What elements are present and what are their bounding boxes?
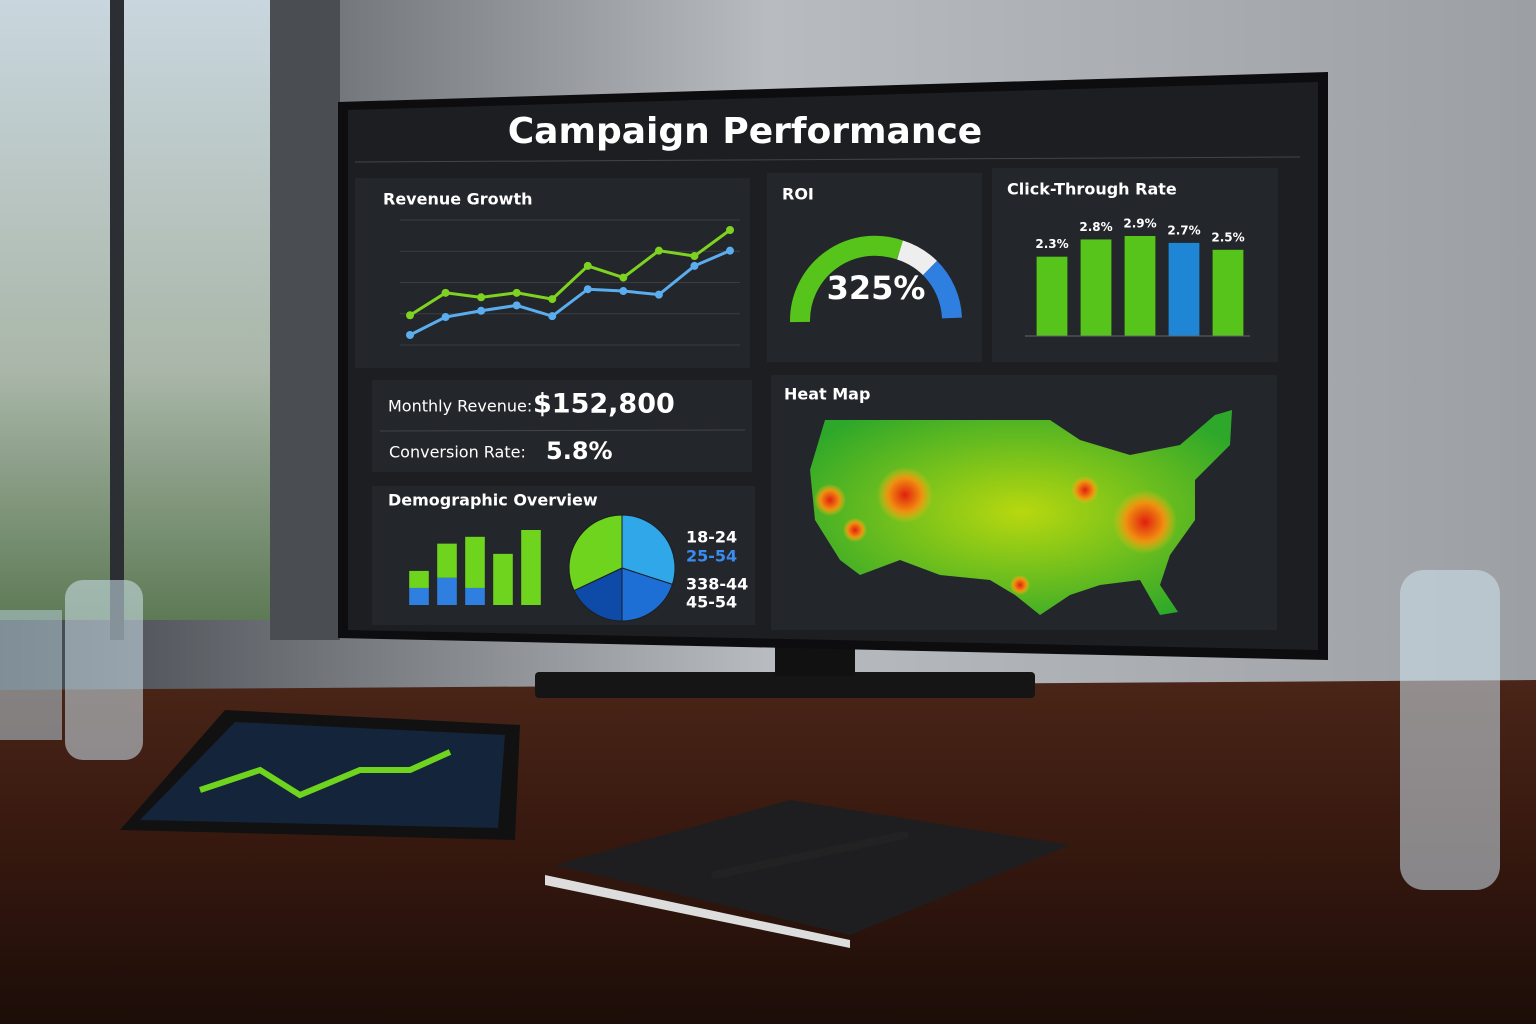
point	[512, 288, 521, 297]
legend-label: 18-24	[686, 528, 737, 547]
point	[690, 252, 699, 261]
gauge-arc	[789, 235, 904, 323]
metric-value: $152,800	[533, 389, 675, 420]
point	[619, 287, 628, 296]
line	[409, 249, 731, 337]
point	[548, 312, 557, 321]
point	[441, 288, 450, 297]
panel	[767, 173, 982, 362]
point	[477, 306, 486, 315]
roi-value: 325%	[827, 269, 926, 307]
value-label: 2.9%	[1123, 217, 1156, 231]
bar-segment	[409, 570, 429, 588]
dashboard-title: Campaign Performance	[508, 111, 982, 152]
bar-segment	[521, 530, 541, 605]
legend-label: 45-54	[686, 593, 737, 612]
panel-title: Revenue Growth	[383, 190, 533, 209]
panel-title: ROI	[782, 185, 814, 204]
window-frame	[270, 0, 340, 640]
bar	[1036, 256, 1068, 336]
point	[583, 261, 592, 270]
bar	[1212, 249, 1244, 336]
bar-segment	[437, 577, 457, 605]
point	[654, 246, 663, 255]
tv-stand	[535, 672, 1035, 698]
point	[583, 285, 592, 294]
water-bottle	[0, 570, 1500, 890]
tablet	[120, 710, 520, 840]
ctr-chart: 2.3% 2.8% 2.9% 2.7% 2.5%	[1025, 217, 1250, 337]
point	[512, 301, 521, 310]
metric-label: Monthly Revenue:	[388, 397, 532, 416]
bar-segment	[493, 553, 513, 605]
point	[726, 246, 734, 255]
value-label: 2.7%	[1167, 223, 1200, 237]
value-label: 2.8%	[1079, 220, 1112, 234]
point	[654, 290, 663, 299]
point	[619, 273, 628, 282]
point	[548, 295, 557, 304]
pie-slice	[568, 514, 623, 592]
bar	[1124, 236, 1156, 336]
us-map	[810, 410, 1232, 615]
value-label: 2.5%	[1211, 230, 1244, 244]
point	[477, 293, 486, 302]
metric-label: Conversion Rate:	[389, 443, 526, 462]
point	[406, 311, 414, 320]
legend-label: 25-54	[686, 547, 737, 566]
panel-title: Demographic Overview	[388, 491, 598, 510]
panel-title: Heat Map	[784, 385, 870, 404]
divider	[379, 429, 746, 432]
gauge-arc	[896, 240, 938, 276]
panel-title: Click-Through Rate	[1007, 180, 1177, 199]
hotspots	[814, 467, 1177, 595]
panel	[372, 380, 752, 472]
value-label: 2.3%	[1035, 237, 1068, 251]
metric-value: 5.8%	[546, 437, 613, 465]
divider	[354, 156, 1301, 163]
panel	[372, 486, 755, 625]
bar-segment	[437, 543, 457, 578]
demographic-chart	[409, 530, 541, 605]
point	[726, 226, 734, 234]
bar	[1080, 239, 1112, 336]
point	[406, 331, 414, 339]
revenue-chart	[400, 219, 740, 346]
pie-slice	[621, 567, 674, 622]
pie-slice	[573, 567, 623, 622]
notebook	[545, 800, 1070, 948]
gauge-arc	[922, 260, 962, 319]
point	[441, 313, 450, 322]
bar	[1168, 242, 1200, 336]
bar-segment	[409, 587, 429, 605]
bar-segment	[465, 587, 485, 605]
bar-segment	[465, 536, 485, 588]
window-frame	[110, 0, 124, 640]
line	[409, 228, 731, 317]
point	[690, 261, 699, 270]
pie-slice	[621, 514, 676, 586]
legend-label: 338-44	[686, 575, 748, 594]
